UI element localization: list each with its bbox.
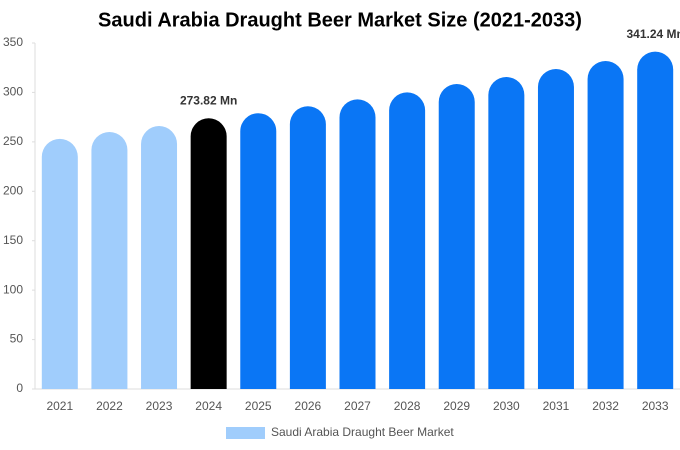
y-tick-label: 0 bbox=[16, 381, 23, 395]
legend-label: Saudi Arabia Draught Beer Market bbox=[271, 425, 454, 439]
legend-swatch bbox=[226, 427, 265, 439]
y-tick-label: 150 bbox=[3, 233, 23, 247]
y-tick-label: 100 bbox=[3, 282, 23, 296]
bar bbox=[339, 99, 376, 389]
bar bbox=[190, 118, 227, 389]
x-tick-label: 2021 bbox=[46, 399, 73, 413]
bar bbox=[240, 113, 277, 389]
bar bbox=[389, 92, 426, 389]
x-tick-label: 2022 bbox=[96, 399, 123, 413]
value-label: 341.24 Mn bbox=[627, 27, 680, 41]
x-tick-label: 2031 bbox=[543, 399, 570, 413]
bar bbox=[488, 77, 525, 390]
x-tick-label: 2032 bbox=[592, 399, 619, 413]
bar bbox=[587, 60, 624, 389]
x-tick-label: 2033 bbox=[642, 399, 669, 413]
x-tick-label: 2028 bbox=[394, 399, 421, 413]
x-tick-label: 2030 bbox=[493, 399, 520, 413]
bar bbox=[91, 131, 128, 389]
y-tick-label: 200 bbox=[3, 183, 23, 197]
y-tick-label: 50 bbox=[10, 332, 24, 346]
bar bbox=[637, 51, 674, 390]
x-tick-label: 2026 bbox=[295, 399, 322, 413]
bar bbox=[438, 84, 475, 390]
x-tick-label: 2024 bbox=[195, 399, 222, 413]
x-tick-label: 2025 bbox=[245, 399, 272, 413]
chart-title: Saudi Arabia Draught Beer Market Size (2… bbox=[98, 9, 582, 31]
bar bbox=[141, 126, 178, 389]
bar bbox=[537, 68, 574, 390]
y-tick-label: 250 bbox=[3, 134, 23, 148]
y-tick-label: 300 bbox=[3, 85, 23, 99]
x-tick-label: 2029 bbox=[443, 399, 470, 413]
x-tick-label: 2023 bbox=[146, 399, 173, 413]
x-tick-label: 2027 bbox=[344, 399, 371, 413]
value-label: 273.82 Mn bbox=[180, 93, 237, 107]
bar bbox=[289, 106, 326, 390]
bar bbox=[41, 138, 78, 389]
y-tick-label: 350 bbox=[3, 35, 23, 49]
